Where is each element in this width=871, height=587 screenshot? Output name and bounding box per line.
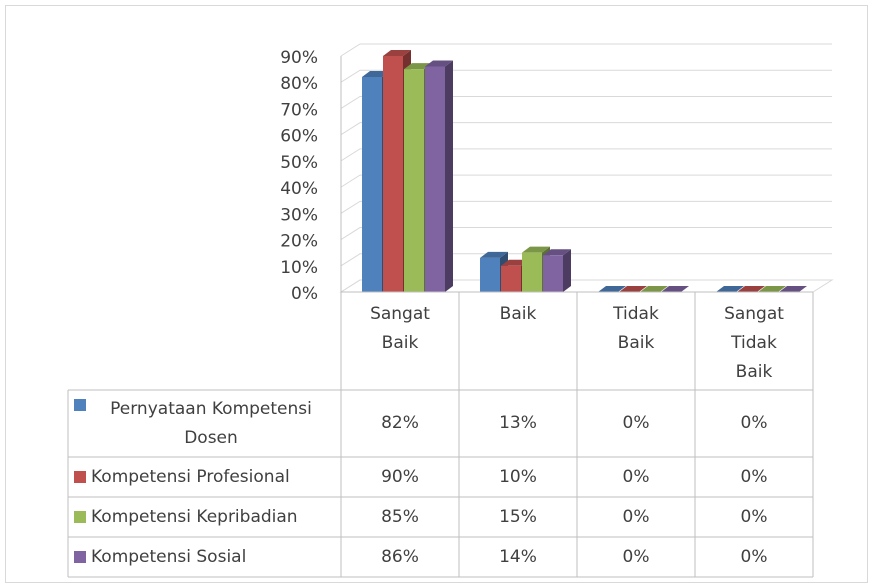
grid-line — [340, 200, 832, 214]
table-value: 0% — [622, 466, 650, 487]
bar — [501, 265, 521, 292]
bar-top — [640, 286, 668, 292]
legend-swatch — [74, 471, 86, 483]
legend-entry: Kompetensi Sosial — [68, 537, 341, 577]
category-label: Sangat Tidak Baik — [724, 304, 784, 382]
category-cell: Baik — [459, 300, 577, 390]
category-label: Baik — [499, 304, 537, 324]
grid-line — [340, 95, 832, 109]
bar — [362, 76, 382, 292]
y-tick-label: 60% — [280, 127, 318, 147]
y-tick-label: 90% — [280, 48, 318, 68]
legend-swatch — [74, 399, 86, 411]
y-tick-label: 20% — [280, 232, 318, 252]
table-value: 90% — [381, 466, 419, 487]
table-value: 15% — [499, 506, 537, 527]
bar — [404, 69, 424, 292]
table-value: 14% — [499, 546, 537, 567]
category-cell: Tidak Baik — [577, 300, 695, 390]
table-value: 0% — [622, 546, 650, 567]
y-tick-label: 30% — [280, 205, 318, 225]
legend-label: Pernyataan Kompetensi Dosen — [110, 398, 312, 448]
grid-line — [340, 227, 832, 240]
table-value: 0% — [740, 413, 768, 433]
grid-line — [340, 279, 832, 293]
table-value: 0% — [740, 506, 768, 527]
bar — [480, 257, 500, 292]
legend-label: Kompetensi Sosial — [91, 546, 247, 567]
bar-side — [445, 60, 453, 292]
grid-line — [340, 69, 832, 83]
table-value: 85% — [381, 506, 419, 527]
y-tick-label: 40% — [280, 179, 318, 199]
legend-swatch — [74, 551, 86, 563]
y-tick-label: 80% — [280, 74, 318, 94]
bar-top — [619, 286, 647, 292]
bar — [543, 255, 563, 292]
category-cell: Sangat Tidak Baik — [695, 300, 813, 390]
category-label: Sangat Baik — [370, 304, 430, 353]
bar — [522, 252, 542, 292]
legend-label: Kompetensi Kepribadian — [91, 506, 298, 527]
grid-line — [340, 122, 832, 136]
bar-top — [737, 286, 765, 292]
table-value: 86% — [381, 546, 419, 567]
table-value: 0% — [622, 413, 650, 433]
y-tick-label: 0% — [291, 284, 318, 304]
y-tick-label: 50% — [280, 153, 318, 173]
bar — [383, 56, 403, 292]
bar — [425, 66, 445, 292]
bar-top — [425, 60, 453, 67]
category-cell: Sangat Baik — [341, 300, 459, 390]
bar-top — [716, 286, 744, 292]
grid-line — [340, 148, 832, 162]
y-tick-label: 10% — [280, 258, 318, 278]
category-label: Tidak Baik — [613, 304, 659, 353]
bar-top — [480, 251, 508, 258]
legend-label: Kompetensi Profesional — [91, 466, 290, 487]
bar-top — [598, 286, 626, 292]
y-tick-label: 70% — [280, 100, 318, 120]
bar-top — [543, 249, 571, 256]
table-value: 10% — [499, 466, 537, 487]
grid-line — [340, 174, 832, 188]
table-value: 82% — [381, 413, 419, 433]
bar-side — [563, 249, 571, 292]
bar-top — [383, 50, 411, 56]
legend-entry: Pernyataan Kompetensi Dosen — [68, 390, 341, 457]
table-value: 0% — [622, 506, 650, 527]
bar-top — [661, 286, 689, 292]
table-value: 0% — [740, 546, 768, 567]
grid-line — [340, 43, 832, 57]
legend-entry: Kompetensi Kepribadian — [68, 497, 341, 537]
legend-swatch — [74, 511, 86, 523]
grid-line — [340, 253, 832, 267]
table-value: 0% — [740, 466, 768, 487]
table-value: 13% — [499, 413, 537, 433]
bar-top — [779, 286, 807, 292]
bar-top — [522, 246, 550, 253]
legend-entry: Kompetensi Profesional — [68, 457, 341, 497]
bar-top — [758, 286, 786, 292]
